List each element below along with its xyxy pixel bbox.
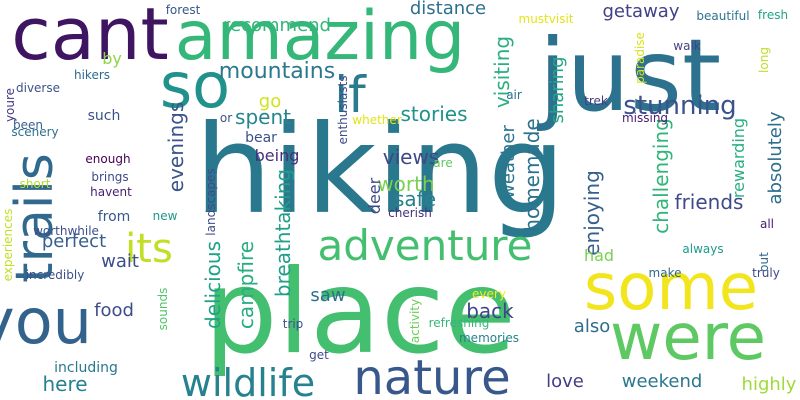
word-here: here [42,372,88,396]
word-recommend: recommend [223,15,331,36]
word-short: short [19,177,51,191]
word-experiences: experiences [1,208,15,282]
word-been: been [13,118,43,132]
word-diverse: diverse [15,81,61,95]
word-if: if [334,66,366,124]
word-all: all [759,217,775,231]
word-sounds: sounds [156,287,170,331]
word-stunning: stunning [623,91,737,121]
word-air: air [506,88,522,102]
word-cant: cant [11,0,169,76]
word-by: by [102,49,122,68]
word-being: being [254,146,300,165]
word-deer: deer [365,177,384,215]
word-mustvisit: mustvisit [518,12,574,26]
word-paradise: paradise [633,32,647,84]
word-from: from [97,209,131,225]
word-views: views [382,145,440,169]
word-forest: forest [165,3,201,17]
word-beautiful: beautiful [696,9,750,23]
word-weather: weather [498,125,519,199]
word-perfect: perfect [41,231,107,252]
word-mountains: mountains [218,59,336,84]
word-had: had [583,246,615,265]
word-get: get [309,348,329,362]
word-wait: wait [101,251,139,272]
word-make: make [648,266,682,280]
word-trails: trails [5,153,65,283]
word-havent: havent [90,185,132,199]
word-wildlife: wildlife [180,361,316,400]
word-worth: worth [377,172,435,196]
word-back: back [466,299,514,323]
word-such: such [87,108,121,124]
word-food: food [94,300,134,321]
word-evenings: evenings [164,101,188,193]
word-whether: whether [352,113,402,127]
word-campfire: campfire [234,240,258,330]
word-trek: trek [584,94,608,108]
word-also: also [573,316,611,337]
word-love: love [546,371,584,392]
word-go: go [258,91,282,112]
word-you: you [0,285,92,358]
word-rewarding: rewarding [729,117,748,199]
word-activity: activity [408,298,422,344]
word-new: new [152,209,178,223]
word-hiking: hiking [194,99,566,241]
word-its: its [125,226,173,272]
word-hikers: hikers [73,68,111,82]
word-so: so [159,49,231,122]
word-getaway: getaway [602,1,680,22]
word-long: long [757,47,771,73]
word-some: some [583,251,759,325]
word-refreshing: refreshing [428,316,490,330]
word-nature: nature [353,350,511,400]
word-trip: trip [282,317,304,331]
word-distance: distance [409,0,487,19]
word-absolutely: absolutely [765,111,786,205]
word-sharing: sharing [547,56,568,124]
word-homemade: homemade [520,118,544,232]
word-enjoying: enjoying [580,170,604,256]
word-enthusiasts: enthusiasts [336,75,350,145]
word-breathtaking: breathtaking [271,168,295,298]
word-youre: youre [3,87,17,123]
word-truly: truly [752,266,780,280]
word-are: are [433,156,453,170]
word-enough: enough [85,152,131,166]
word-amazing: amazing [174,0,466,76]
word-safe: safe [393,187,437,211]
word-bear: bear [245,130,277,146]
word-weekend: weekend [621,371,703,392]
word-saw: saw [310,285,346,306]
word-cherish: cherish [388,206,432,220]
word-out: out [757,252,771,272]
word-were: were [610,301,766,375]
word-worthwhile: worthwhile [33,224,99,238]
word-delicious: delicious [201,241,225,329]
word-or: or [219,111,233,125]
word-landscapes: landscapes [204,168,218,236]
word-fresh: fresh [757,8,789,22]
word-friends: friends [674,190,744,214]
word-scenery: scenery [11,125,59,139]
word-walk: walk [673,39,701,53]
word-including: including [54,360,118,376]
word-just: just [538,17,722,134]
word-place: place [203,245,517,380]
word-incredibly: incredibly [25,268,85,282]
word-adventure: adventure [317,221,533,270]
word-missing: missing [621,111,669,125]
word-every: every [472,287,506,301]
word-highly: highly [741,374,797,395]
word-always: always [682,242,724,256]
word-brings: brings [91,170,129,184]
word-challenging: challenging [649,118,673,234]
word-spent: spent [235,105,291,129]
word-stories: stories [400,102,468,126]
word-memories: memories [458,331,520,345]
